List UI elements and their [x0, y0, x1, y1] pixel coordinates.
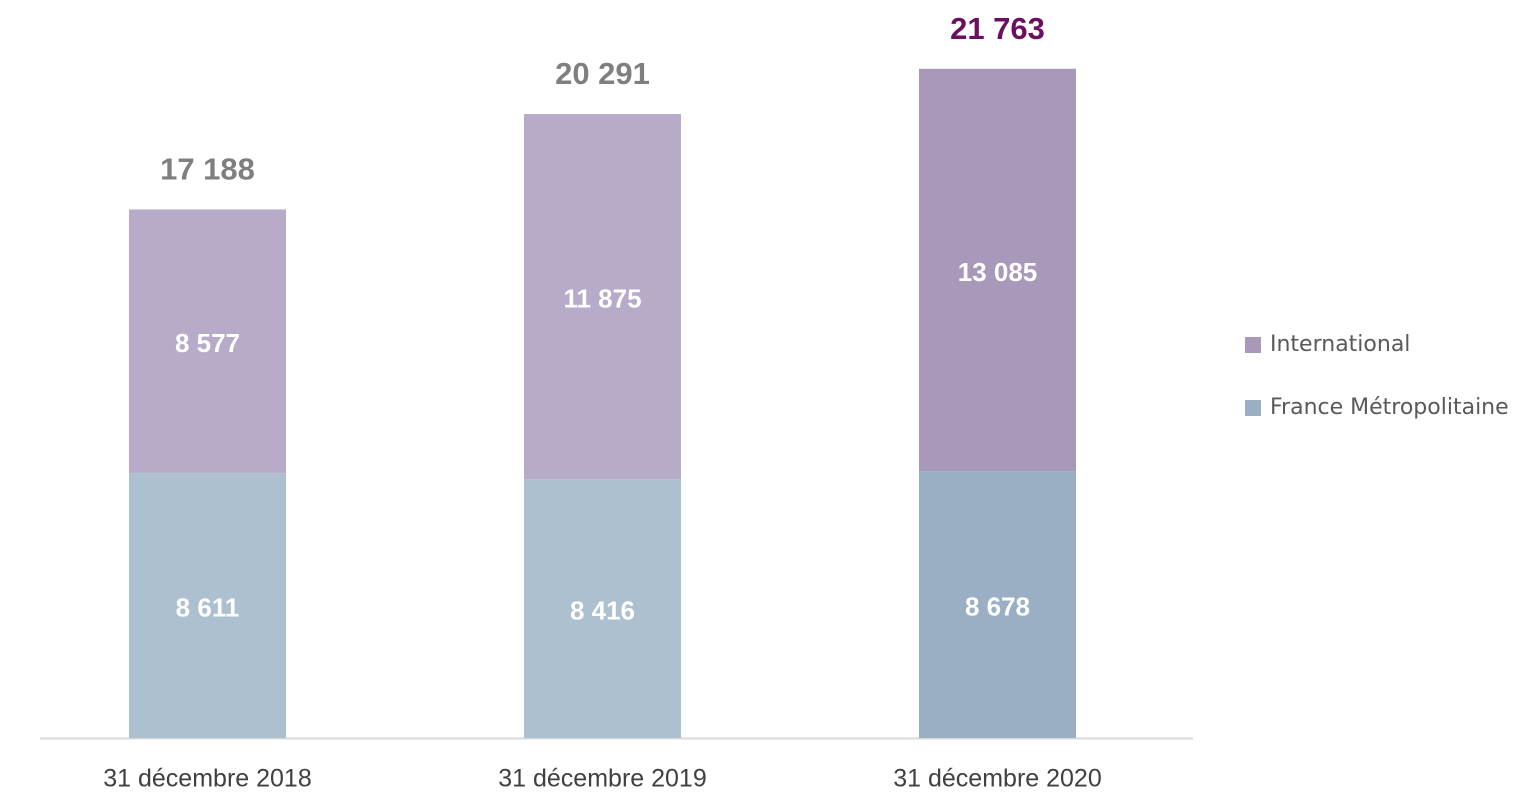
x-tick-label: 31 décembre 2020: [893, 765, 1101, 793]
legend-label: International: [1270, 332, 1410, 357]
value-label: 8 678: [965, 591, 1030, 621]
legend-label: France Métropolitaine: [1270, 395, 1509, 420]
value-label: 8 577: [175, 328, 240, 358]
x-tick-label: 31 décembre 2019: [498, 765, 706, 793]
bar-segment: [919, 68, 1076, 472]
bar-segment: [129, 473, 286, 738]
value-label: 8 416: [570, 595, 635, 625]
legend-swatch: [1245, 337, 1261, 353]
bar-segment: [919, 471, 1076, 738]
legend-swatch: [1245, 400, 1261, 416]
value-label: 11 875: [563, 284, 641, 314]
total-label: 21 763: [950, 11, 1045, 46]
value-label: 8 611: [176, 592, 240, 622]
bar-segment: [524, 479, 681, 738]
bar-segment: [129, 209, 286, 474]
total-label: 17 188: [160, 152, 255, 187]
x-tick-label: 31 décembre 2018: [103, 765, 311, 793]
bar-segment: [524, 114, 681, 480]
value-label: 13 085: [958, 257, 1038, 287]
total-label: 20 291: [555, 56, 650, 91]
